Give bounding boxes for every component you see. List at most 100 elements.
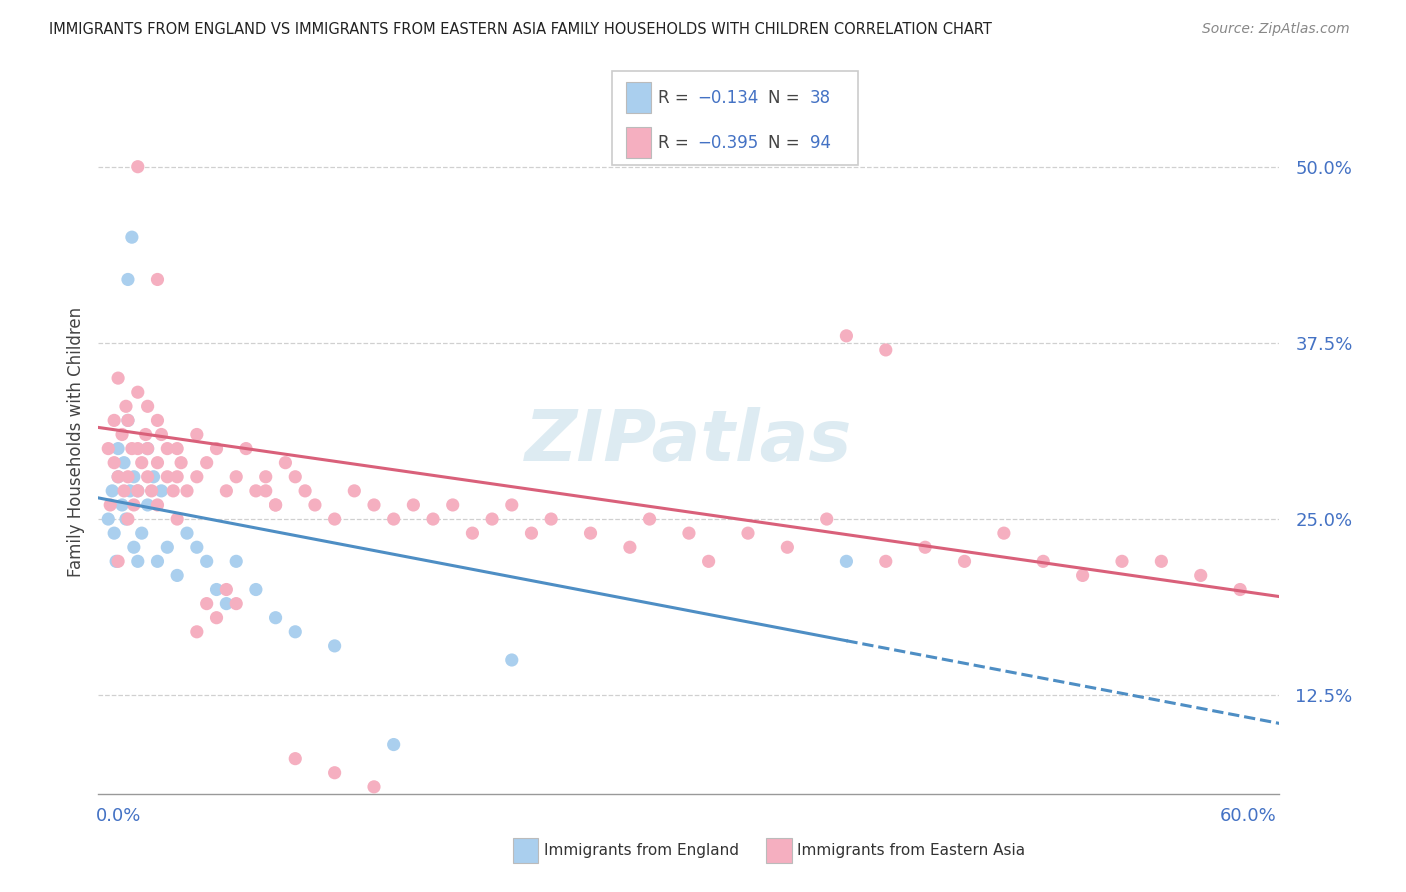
Point [540, 512, 562, 526]
Point [1229, 582, 1251, 597]
Point [225, 597, 247, 611]
Point [186, 624, 208, 639]
Point [835, 328, 858, 343]
Point [323, 639, 346, 653]
Point [294, 483, 316, 498]
Point [776, 540, 799, 554]
Point [1071, 568, 1094, 582]
Point [363, 780, 385, 794]
Point [323, 765, 346, 780]
Point [835, 554, 858, 568]
Point [914, 540, 936, 554]
Point [98, 498, 121, 512]
Text: Source: ZipAtlas.com: Source: ZipAtlas.com [1202, 22, 1350, 37]
Text: N =: N = [768, 134, 804, 152]
Point [103, 413, 125, 427]
Point [131, 456, 153, 470]
Point [117, 512, 139, 526]
Point [117, 413, 139, 427]
Point [993, 526, 1015, 541]
Point [141, 483, 163, 498]
Point [101, 483, 124, 498]
Point [121, 230, 143, 244]
Point [107, 469, 129, 483]
Point [166, 512, 188, 526]
Point [115, 400, 138, 414]
Point [107, 554, 129, 568]
Point [136, 498, 159, 512]
Point [146, 413, 169, 427]
Point [136, 442, 159, 456]
Text: N =: N = [768, 88, 804, 106]
Point [697, 554, 720, 568]
Point [382, 738, 405, 752]
Text: 60.0%: 60.0% [1220, 807, 1277, 825]
Point [215, 582, 238, 597]
Point [245, 582, 267, 597]
Point [186, 469, 208, 483]
Point [127, 483, 149, 498]
Point [135, 427, 157, 442]
Point [150, 483, 173, 498]
Point [323, 512, 346, 526]
Point [103, 526, 125, 541]
Point [264, 498, 287, 512]
Point [195, 456, 218, 470]
Text: IMMIGRANTS FROM ENGLAND VS IMMIGRANTS FROM EASTERN ASIA FAMILY HOUSEHOLDS WITH C: IMMIGRANTS FROM ENGLAND VS IMMIGRANTS FR… [49, 22, 993, 37]
Point [136, 442, 159, 456]
Point [520, 526, 543, 541]
Point [235, 442, 257, 456]
Point [186, 540, 208, 554]
Point [205, 442, 228, 456]
Point [112, 456, 135, 470]
Point [146, 554, 169, 568]
Point [115, 512, 138, 526]
Point [215, 597, 238, 611]
Text: Immigrants from England: Immigrants from England [544, 844, 740, 858]
Text: R =: R = [658, 88, 695, 106]
Point [284, 624, 307, 639]
Point [619, 540, 641, 554]
Point [441, 498, 464, 512]
Point [638, 512, 661, 526]
Point [815, 512, 838, 526]
Point [121, 442, 143, 456]
Point [176, 483, 198, 498]
Point [205, 582, 228, 597]
Point [166, 442, 188, 456]
Point [205, 610, 228, 624]
Point [225, 554, 247, 568]
Point [176, 526, 198, 541]
Point [166, 469, 188, 483]
Point [146, 272, 169, 286]
Point [131, 526, 153, 541]
Y-axis label: Family Households with Children: Family Households with Children [66, 307, 84, 576]
Point [166, 568, 188, 582]
Point [117, 272, 139, 286]
Point [162, 483, 184, 498]
Point [402, 498, 425, 512]
Text: R =: R = [658, 134, 695, 152]
Point [122, 498, 145, 512]
Text: Immigrants from Eastern Asia: Immigrants from Eastern Asia [797, 844, 1025, 858]
Point [107, 442, 129, 456]
Point [254, 483, 277, 498]
Point [215, 483, 238, 498]
Point [127, 385, 149, 400]
Text: 38: 38 [810, 88, 831, 106]
Point [953, 554, 976, 568]
Point [127, 160, 149, 174]
Point [150, 427, 173, 442]
Point [501, 653, 523, 667]
Point [579, 526, 602, 541]
Point [737, 526, 759, 541]
Point [195, 554, 218, 568]
Point [127, 554, 149, 568]
Point [186, 427, 208, 442]
Point [136, 400, 159, 414]
Text: −0.134: −0.134 [697, 88, 759, 106]
Point [1032, 554, 1054, 568]
Point [146, 498, 169, 512]
Text: −0.395: −0.395 [697, 134, 759, 152]
Point [112, 483, 135, 498]
